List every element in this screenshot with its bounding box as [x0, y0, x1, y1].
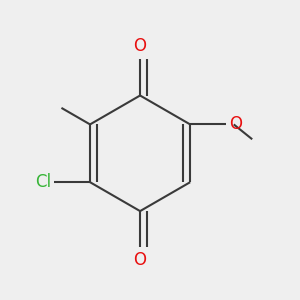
Text: Cl: Cl: [35, 173, 51, 191]
Text: O: O: [134, 251, 147, 269]
Text: O: O: [229, 116, 242, 134]
Text: O: O: [134, 37, 147, 55]
